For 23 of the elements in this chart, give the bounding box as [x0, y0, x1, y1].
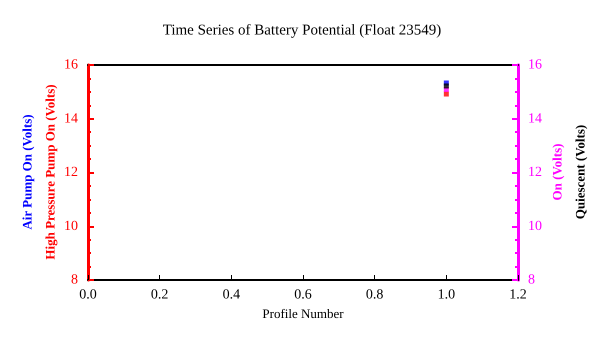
y2-tick-label: 10 [528, 218, 542, 234]
x-tick-label: 0.2 [150, 288, 168, 302]
text: Air Pump On (Volts) [20, 114, 34, 230]
y-tick-label: 8 [71, 272, 78, 288]
y2-tick-label: 16 [528, 58, 542, 72]
text: On (Volts) [550, 144, 564, 200]
y2-tick-label: 12 [528, 165, 542, 180]
chart-title: Time Series of Battery Potential (Float 23549) [162, 22, 442, 38]
y-tick-label: 16 [64, 58, 78, 72]
x-tick-label: 0.4 [222, 288, 240, 302]
y2-tick-label: 8 [528, 272, 535, 288]
x-tick-label: 0.8 [366, 288, 384, 302]
y-tick-label: 14 [64, 111, 78, 126]
text: High Pressure Pump On (Volts) [42, 84, 58, 260]
y2-tick-label: 14 [528, 111, 542, 126]
x-tick-label: 1.0 [438, 288, 456, 302]
x-tick-label: 1.2 [509, 288, 527, 302]
x-axis-title: Profile Number [262, 306, 344, 321]
x-tick-label: 0.0 [79, 288, 97, 302]
y-tick-label: 12 [64, 165, 78, 180]
x-tick-label: 0.6 [294, 288, 312, 302]
text: Quiescent (Volts) [572, 124, 588, 220]
y-tick-label: 10 [64, 218, 78, 234]
